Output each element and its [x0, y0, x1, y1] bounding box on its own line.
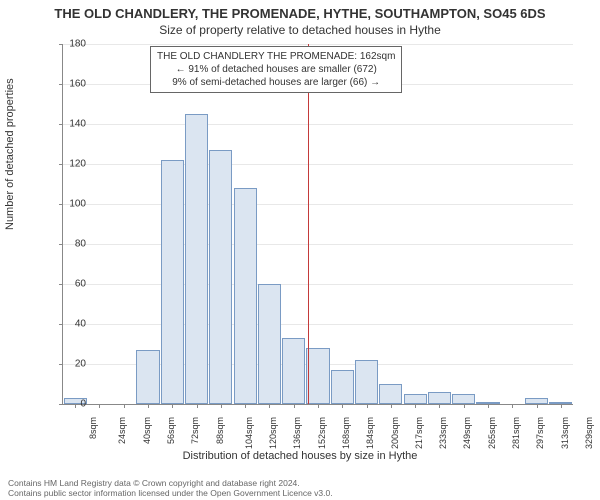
xtick-label: 72sqm — [190, 417, 200, 444]
histogram-bar — [136, 350, 159, 404]
gridline — [63, 44, 573, 45]
xtick-mark — [512, 404, 513, 408]
plot-area — [62, 44, 573, 405]
xtick-mark — [537, 404, 538, 408]
xtick-mark — [342, 404, 343, 408]
xtick-mark — [269, 404, 270, 408]
histogram-bar — [355, 360, 378, 404]
xtick-label: 40sqm — [142, 417, 152, 444]
histogram-bar — [452, 394, 475, 404]
ytick-label: 100 — [62, 199, 86, 210]
gridline — [63, 124, 573, 125]
footer-line1: Contains HM Land Registry data © Crown c… — [8, 478, 333, 488]
xtick-label: 104sqm — [244, 417, 254, 449]
xtick-label: 152sqm — [317, 417, 327, 449]
xtick-mark — [488, 404, 489, 408]
xtick-label: 313sqm — [560, 417, 570, 449]
xtick-mark — [172, 404, 173, 408]
xtick-mark — [367, 404, 368, 408]
xtick-mark — [148, 404, 149, 408]
xtick-mark — [318, 404, 319, 408]
ytick-label: 60 — [62, 279, 86, 290]
ytick-label: 180 — [62, 39, 86, 50]
footer-attribution: Contains HM Land Registry data © Crown c… — [8, 478, 333, 498]
histogram-bar — [282, 338, 305, 404]
histogram-bar — [331, 370, 354, 404]
gridline — [63, 244, 573, 245]
gridline — [63, 164, 573, 165]
ytick-label: 160 — [62, 79, 86, 90]
histogram-bar — [161, 160, 184, 404]
ytick-label: 80 — [62, 239, 86, 250]
gridline — [63, 284, 573, 285]
y-axis-label: Number of detached properties — [4, 78, 16, 230]
ytick-label: 140 — [62, 119, 86, 130]
xtick-label: 200sqm — [390, 417, 400, 449]
marker-line — [308, 44, 309, 404]
xtick-mark — [124, 404, 125, 408]
histogram-bar — [234, 188, 257, 404]
annotation-line: 9% of semi-detached houses are larger (6… — [157, 76, 395, 89]
histogram-bar — [404, 394, 427, 404]
xtick-mark — [439, 404, 440, 408]
ytick-label: 20 — [62, 359, 86, 370]
xtick-label: 184sqm — [365, 417, 375, 449]
ytick-label: 0 — [62, 399, 86, 410]
xtick-mark — [221, 404, 222, 408]
chart-container: THE OLD CHANDLERY, THE PROMENADE, HYTHE,… — [0, 0, 600, 500]
xtick-label: 8sqm — [88, 417, 98, 439]
chart-title-sub: Size of property relative to detached ho… — [0, 21, 600, 37]
xtick-label: 168sqm — [341, 417, 351, 449]
xtick-label: 120sqm — [268, 417, 278, 449]
annotation-line: THE OLD CHANDLERY THE PROMENADE: 162sqm — [157, 50, 395, 63]
histogram-bar — [306, 348, 329, 404]
annotation-line: ← 91% of detached houses are smaller (67… — [157, 63, 395, 76]
histogram-bar — [209, 150, 232, 404]
footer-line2: Contains public sector information licen… — [8, 488, 333, 498]
chart-title-main: THE OLD CHANDLERY, THE PROMENADE, HYTHE,… — [0, 0, 600, 21]
xtick-mark — [294, 404, 295, 408]
xtick-label: 329sqm — [584, 417, 594, 449]
histogram-bar — [185, 114, 208, 404]
xtick-label: 24sqm — [117, 417, 127, 444]
xtick-mark — [415, 404, 416, 408]
x-axis-label: Distribution of detached houses by size … — [0, 450, 600, 462]
ytick-label: 40 — [62, 319, 86, 330]
xtick-label: 217sqm — [414, 417, 424, 449]
xtick-label: 281sqm — [511, 417, 521, 449]
xtick-mark — [197, 404, 198, 408]
xtick-label: 233sqm — [438, 417, 448, 449]
histogram-bar — [428, 392, 451, 404]
xtick-mark — [561, 404, 562, 408]
annotation-box: THE OLD CHANDLERY THE PROMENADE: 162sqm←… — [150, 46, 402, 93]
xtick-label: 88sqm — [215, 417, 225, 444]
xtick-label: 265sqm — [487, 417, 497, 449]
gridline — [63, 324, 573, 325]
gridline — [63, 204, 573, 205]
xtick-label: 136sqm — [292, 417, 302, 449]
xtick-label: 249sqm — [462, 417, 472, 449]
xtick-mark — [99, 404, 100, 408]
xtick-mark — [245, 404, 246, 408]
ytick-label: 120 — [62, 159, 86, 170]
xtick-mark — [391, 404, 392, 408]
xtick-label: 56sqm — [166, 417, 176, 444]
xtick-mark — [464, 404, 465, 408]
histogram-bar — [258, 284, 281, 404]
xtick-label: 297sqm — [535, 417, 545, 449]
histogram-bar — [379, 384, 402, 404]
